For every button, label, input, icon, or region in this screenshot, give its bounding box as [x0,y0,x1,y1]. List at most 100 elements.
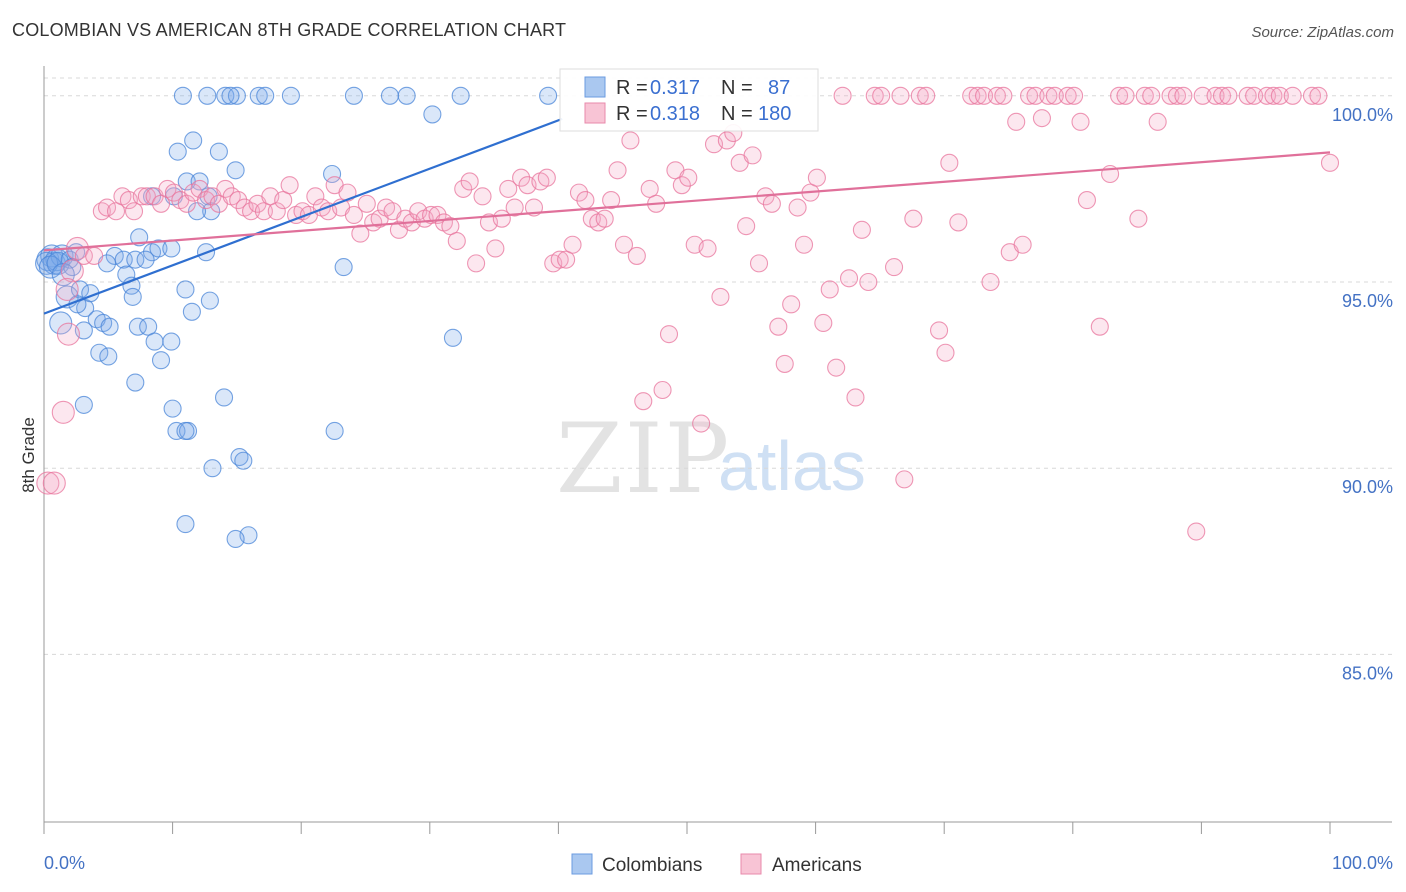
point-colombians [423,105,442,124]
point-americans [460,172,479,191]
point-americans [595,209,614,228]
point-americans [602,191,621,210]
point-colombians [51,263,75,287]
watermark-zip: ZIP [556,403,731,515]
point-americans [55,277,79,301]
point-americans [254,202,273,221]
point-colombians [451,86,470,105]
point-americans [975,86,994,105]
point-americans [1135,86,1154,105]
point-americans [473,187,492,206]
point-americans [486,239,505,258]
point-americans [872,86,891,105]
point-colombians [90,343,109,362]
point-americans [968,86,987,105]
point-americans [981,272,1000,292]
point-americans [1110,86,1129,105]
point-americans [1212,86,1232,105]
trendlines [43,117,1331,315]
point-americans [737,217,756,236]
y-tick-label: 100.0% [1332,105,1393,125]
point-americans [512,168,531,187]
point-americans [306,187,325,206]
point-americans [949,213,968,232]
point-colombians [100,317,119,336]
point-americans [827,358,846,377]
point-americans [659,325,679,344]
point-americans [1257,86,1277,105]
bottom-legend-swatch-americans [740,853,762,875]
point-americans [1071,112,1090,131]
point-americans [1187,522,1206,541]
point-americans [569,183,589,202]
point-americans [1007,112,1026,131]
point-americans [1264,86,1283,105]
point-americans [833,86,852,105]
point-americans [1238,86,1257,105]
bottom-legend-label-colombians: Colombians [602,855,702,876]
axes [43,66,1392,834]
point-americans [1270,86,1289,105]
chart-title: COLOMBIAN VS AMERICAN 8TH GRADE CORRELAT… [12,20,567,40]
point-colombians [162,239,181,258]
point-colombians [281,86,300,105]
point-americans [60,259,84,283]
point-americans [1039,86,1058,105]
point-americans [124,202,144,221]
point-americans [505,198,524,217]
point-americans [1090,317,1109,336]
point-americans [769,317,788,336]
point-colombians [139,317,158,336]
point-colombians [539,86,558,105]
point-americans [640,179,659,198]
point-americans [762,194,781,213]
legend-swatch-colombians [584,76,606,98]
point-americans [807,168,826,187]
point-americans [1302,86,1322,105]
point-colombians [49,311,73,335]
point-colombians [145,332,164,351]
point-americans [1206,86,1225,105]
point-americans [895,470,914,489]
point-americans [627,246,646,265]
point-colombians [203,459,222,478]
point-americans [1167,86,1187,105]
point-americans [441,217,460,236]
point-colombians [176,515,195,534]
point-colombians [149,239,168,258]
point-americans [936,343,955,362]
point-americans [563,235,582,254]
point-americans [910,86,929,105]
point-americans [653,380,672,400]
legend-r-label-americans: R = [616,103,648,125]
point-colombians [35,251,59,275]
point-americans [865,86,884,105]
point-americans [794,235,814,254]
point-americans [56,322,80,346]
point-colombians [380,86,399,105]
point-americans [267,202,286,221]
point-americans [775,354,794,373]
point-americans [1032,109,1051,128]
point-americans [930,321,949,340]
point-americans [711,287,730,306]
point-americans [97,198,117,217]
point-americans [1045,86,1064,105]
point-americans [357,194,376,213]
series-americans-points [36,86,1340,541]
point-americans [1013,235,1032,254]
point-colombians [214,388,234,407]
point-americans [1065,86,1084,105]
point-americans [846,388,865,407]
point-colombians [126,373,145,392]
point-colombians [226,529,245,549]
point-americans [994,86,1013,105]
point-americans [537,168,556,187]
gridlines [44,77,1392,655]
point-americans [177,194,196,213]
point-americans [1174,86,1193,105]
point-americans [814,313,833,333]
watermark-atlas: atlas [718,427,866,505]
point-colombians [334,258,353,277]
x-tick-labels: 0.0% 100.0% [44,853,1393,873]
